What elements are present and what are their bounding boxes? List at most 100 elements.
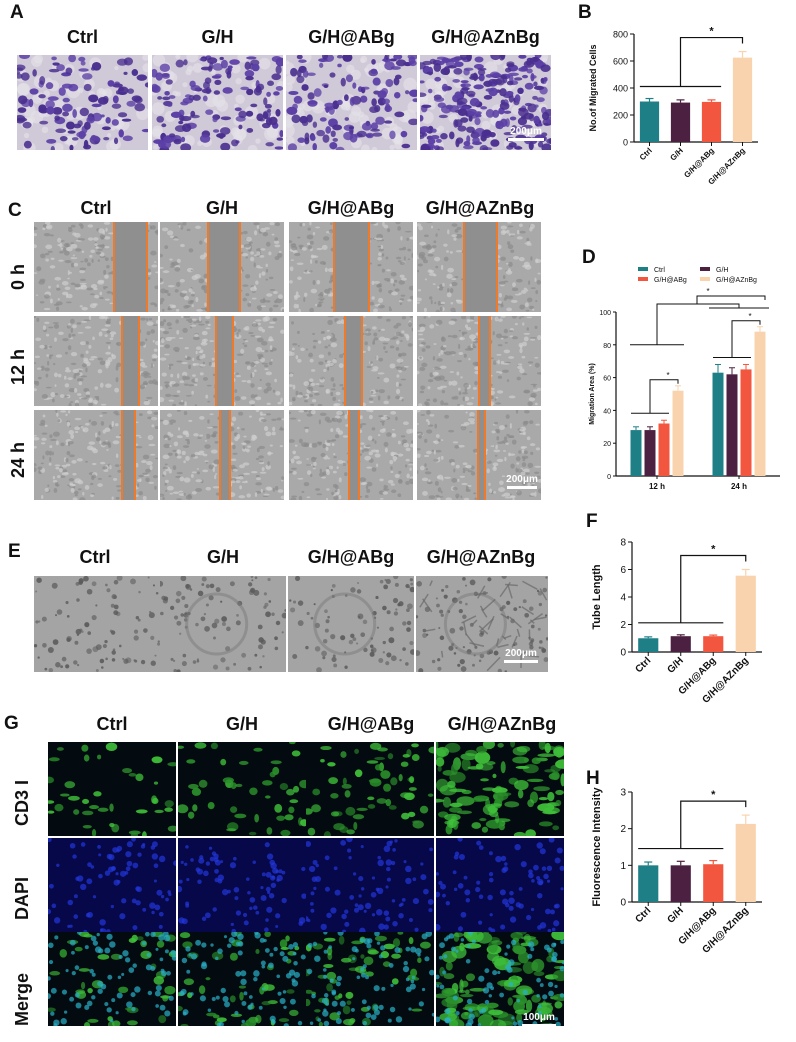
scratch-tile-3-2 (417, 410, 541, 500)
B-ytick-2: 400 (613, 84, 628, 94)
g-col-label-gh: G/H (225, 714, 258, 734)
a-scale-label: 200μm (510, 126, 542, 137)
D-ylabel: Migration Area (%) (589, 363, 596, 425)
c-scale-label: 200μm (506, 474, 538, 485)
panel-letter-g: G (4, 713, 19, 734)
tube-formation-tile-3 (416, 576, 548, 672)
g-row-label-dapi: DAPI (12, 876, 32, 920)
H-xtick-1: G/H (666, 905, 686, 925)
B-xtick-1: G/H (668, 146, 685, 163)
g-scale-bar: 100μm (514, 1012, 564, 1027)
a-col-label-ctrl: Ctrl (67, 27, 98, 47)
g-col-label-ghaznbg: G/H@AZnBg (447, 714, 557, 734)
H-bar-3 (735, 823, 756, 902)
D-bar-1-3 (754, 331, 766, 476)
if-tile-0-2 (48, 932, 176, 1026)
scratch-tile-2-1 (289, 316, 413, 406)
e-scale-bar: 200μm (496, 648, 546, 663)
e-col-label-gh: G/H (206, 547, 239, 567)
d-legend-swatch-3 (700, 277, 710, 281)
B-ytick-0: 0 (623, 138, 628, 148)
c-col-label-ghabg: G/H@ABg (307, 198, 395, 218)
g-col-label-ghabg: G/H@ABg (327, 714, 415, 734)
scratch-tile-0-2 (34, 410, 158, 500)
panel-letter-f: F (586, 511, 598, 532)
c-row-label-12h: 12 h (8, 348, 28, 385)
d-legend-swatch-2 (638, 277, 648, 281)
F-ylabel: Tube Length (591, 564, 603, 629)
e-scale-label: 200μm (505, 648, 537, 659)
panel-letter-c: C (8, 200, 22, 221)
H-ytick-3: 3 (620, 788, 626, 799)
e-col-label-ghaznbg: G/H@AZnBg (426, 547, 536, 567)
d-legend-label-3: G/H@AZnBg (716, 277, 757, 284)
F-ytick-3: 6 (620, 565, 626, 576)
B-bar-1 (670, 102, 691, 142)
D-xtick-0: 12 h (649, 482, 665, 491)
scratch-tile-3-0 (417, 222, 541, 312)
g-row-label-cd31: CD3 I (12, 779, 32, 826)
H-ytick-1: 1 (620, 861, 626, 872)
H-ytick-0: 0 (620, 898, 626, 909)
D-bar-1-2 (740, 369, 752, 476)
H-ytick-2: 2 (620, 824, 626, 835)
if-tile-2-1 (306, 838, 434, 932)
D-bar-0-0 (630, 430, 642, 476)
D-significance-1: * (748, 312, 751, 321)
scratch-tile-0-1 (34, 316, 158, 406)
a-col-label-ghabg: G/H@ABg (308, 27, 395, 47)
e-col-label-ghabg: G/H@ABg (307, 547, 395, 567)
D-ytick-3: 60 (603, 376, 611, 383)
scratch-tile-2-2 (289, 410, 413, 500)
D-ytick-5: 100 (599, 310, 611, 317)
H-ylabel: Fluorescence Intensity (591, 787, 603, 907)
F-bar-2 (703, 636, 724, 652)
D-xtick-1: 24 h (731, 482, 747, 491)
d-legend-swatch-1 (700, 267, 710, 271)
H-significance: * (711, 789, 716, 801)
c-scale-bar: 200μm (500, 474, 544, 489)
transwell-tile-2 (286, 55, 417, 150)
transwell-tile-1 (152, 55, 283, 150)
if-tile-2-0 (306, 742, 434, 836)
scratch-tile-1-1 (160, 316, 284, 406)
D-bar-0-2 (658, 423, 670, 476)
H-xtick-0: Ctrl (633, 905, 653, 925)
if-tile-3-1 (436, 838, 564, 932)
panel-letter-e: E (8, 541, 21, 562)
if-tile-1-0 (178, 742, 306, 836)
g-scale-label: 100μm (523, 1012, 555, 1023)
B-ylabel: No.of Migrated Cells (588, 44, 598, 131)
chart-b-migrated-cells: 0 200 400 600 800 No.of Migrated Cells Ctrl G/H… (582, 20, 782, 198)
D-bar-1-1 (726, 374, 738, 476)
if-tile-3-0 (436, 742, 564, 836)
H-bar-1 (670, 865, 691, 902)
tube-formation-tile-0 (34, 576, 160, 672)
D-bar-0-1 (644, 430, 656, 476)
D-ytick-2: 40 (603, 408, 611, 415)
chart-f-tube-length: 0 2 4 6 8 Tube Length Ctrl G/H G/H@ABg G/H@AZnBg * (586, 530, 786, 708)
tube-formation-tile-2 (288, 576, 414, 672)
B-ytick-1: 200 (613, 111, 628, 121)
F-ytick-1: 2 (620, 620, 626, 631)
chart-h-fluorescence-intensity: 0 1 2 3 Fluorescence Intensity Ctrl G/H G/H@ABg… (586, 780, 786, 958)
a-col-label-ghaznbg: G/H@AZnBg (431, 27, 540, 47)
d-legend-swatch-0 (638, 267, 648, 271)
F-ytick-4: 8 (620, 538, 626, 549)
F-xtick-0: Ctrl (633, 655, 653, 675)
scratch-tile-0-0 (34, 222, 158, 312)
F-bar-0 (638, 638, 659, 652)
D-significance-between: * (706, 287, 709, 296)
F-ytick-2: 4 (620, 593, 626, 604)
c-row-label-24h: 24 h (8, 441, 28, 478)
D-ytick-4: 80 (603, 343, 611, 350)
B-xtick-0: Ctrl (638, 146, 654, 162)
g-row-label-merge: Merge (12, 972, 32, 1026)
F-xtick-1: G/H (666, 655, 686, 675)
g-col-label-ctrl: Ctrl (96, 714, 128, 734)
scratch-tile-3-1 (417, 316, 541, 406)
d-legend-label-0: Ctrl (654, 267, 665, 274)
tube-formation-tile-1 (160, 576, 286, 672)
c-col-label-gh: G/H (205, 198, 238, 218)
H-bar-0 (638, 865, 659, 902)
